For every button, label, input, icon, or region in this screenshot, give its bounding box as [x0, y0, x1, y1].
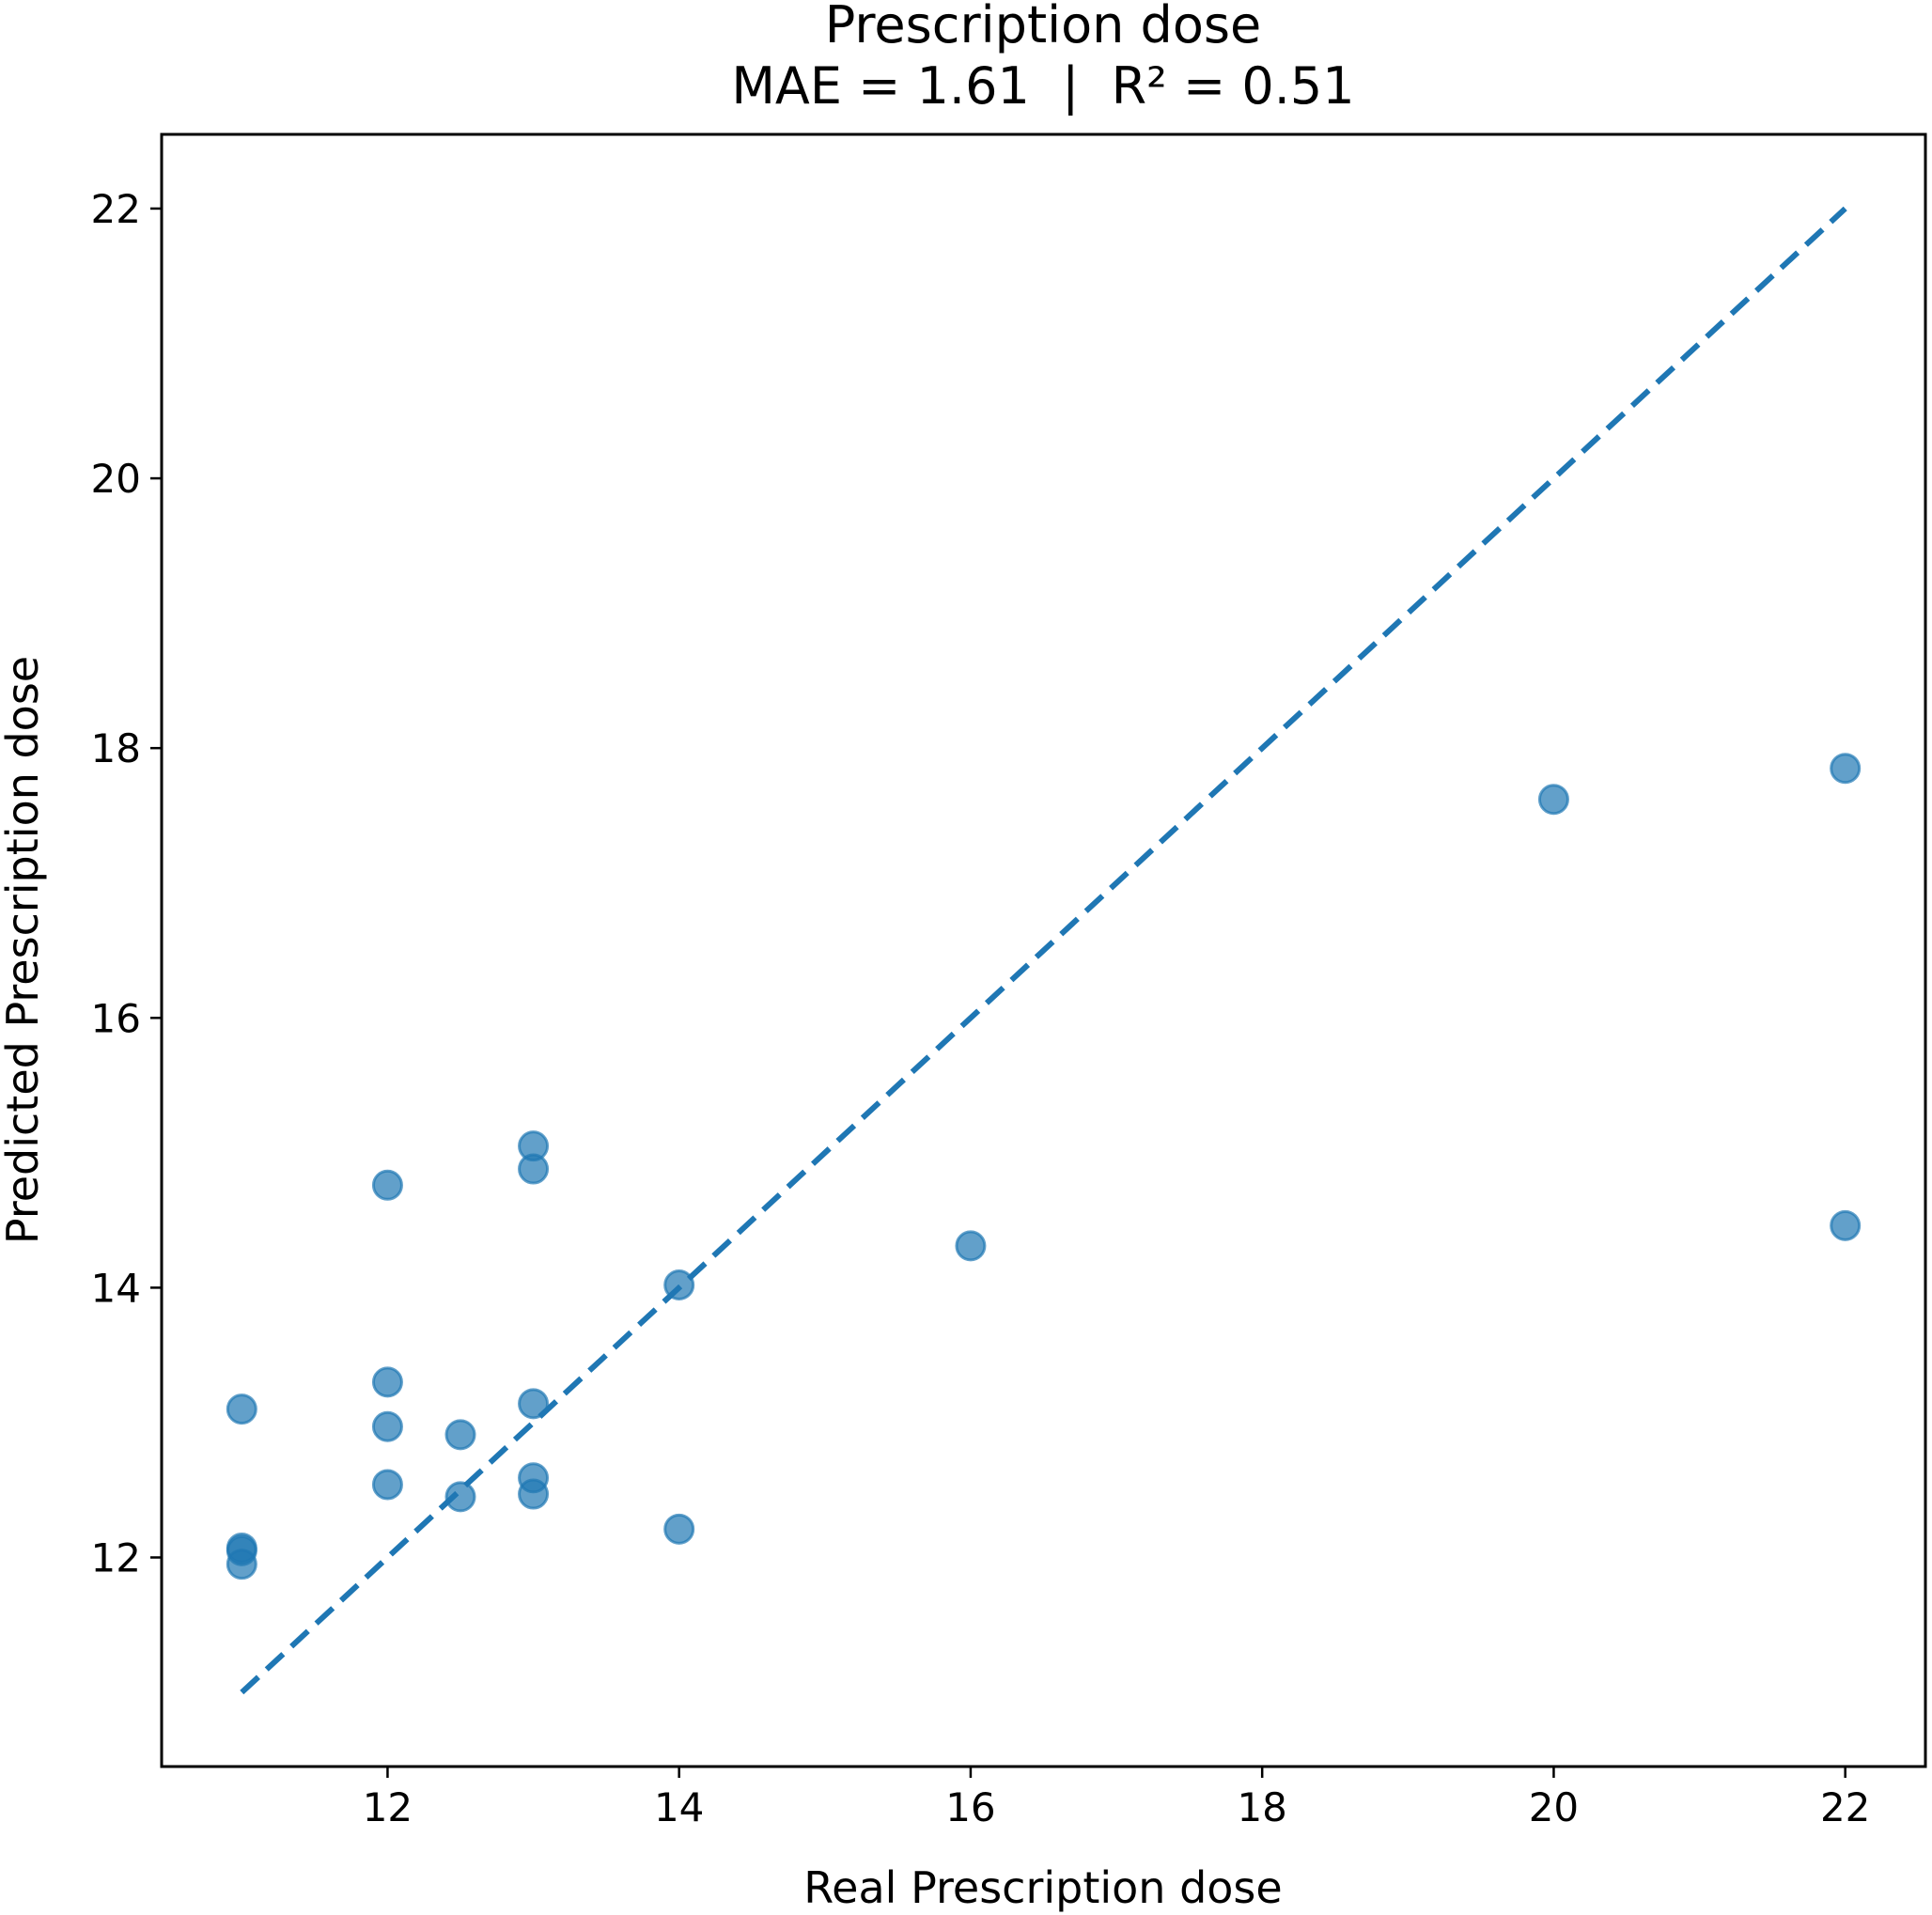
- identity-reference-line: [240, 206, 1847, 1695]
- x-tick-label: 18: [1237, 1784, 1286, 1830]
- data-point: [663, 1513, 695, 1545]
- data-point: [518, 1388, 550, 1420]
- chart-subtitle: MAE = 1.61 | R² = 0.51: [731, 56, 1354, 116]
- y-tick-label: 18: [91, 725, 141, 771]
- data-point: [371, 1366, 403, 1398]
- chart-title: Prescription dose: [825, 0, 1261, 54]
- y-tick-label: 12: [91, 1534, 141, 1580]
- data-point: [1830, 753, 1862, 785]
- x-tick-label: 12: [363, 1784, 413, 1830]
- data-point: [371, 1410, 403, 1442]
- data-point: [1537, 784, 1569, 816]
- data-point: [226, 1393, 257, 1425]
- data-point: [1830, 1209, 1862, 1241]
- x-tick-label: 20: [1529, 1784, 1579, 1830]
- y-tick-label: 22: [91, 186, 141, 232]
- x-tick-label: 14: [654, 1784, 704, 1830]
- data-point: [371, 1169, 403, 1201]
- data-point: [444, 1419, 476, 1451]
- data-point: [518, 1478, 550, 1510]
- data-point: [226, 1549, 257, 1580]
- y-axis-label: Predicted Prescription dose: [0, 656, 48, 1244]
- plot-frame: [160, 132, 1927, 1768]
- data-point: [955, 1230, 987, 1262]
- y-tick-label: 16: [91, 995, 141, 1041]
- data-point: [371, 1469, 403, 1501]
- data-point: [444, 1481, 476, 1513]
- x-axis-label: Real Prescription dose: [803, 1862, 1282, 1913]
- data-point: [518, 1153, 550, 1185]
- x-tick-label: 16: [945, 1784, 995, 1830]
- x-tick-label: 22: [1820, 1784, 1870, 1830]
- y-tick-label: 20: [91, 456, 141, 502]
- y-tick-label: 14: [91, 1265, 141, 1311]
